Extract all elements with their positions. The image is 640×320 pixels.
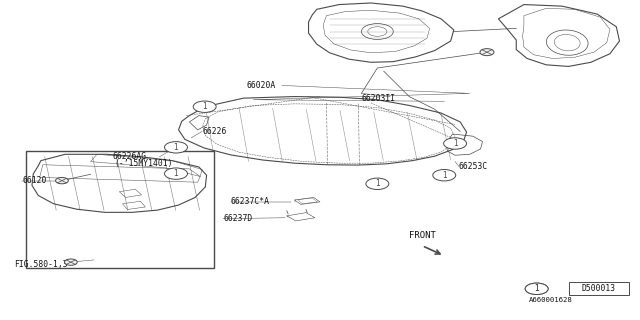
Text: D500013: D500013 — [582, 284, 616, 293]
Circle shape — [525, 283, 548, 294]
Circle shape — [193, 101, 216, 112]
Circle shape — [56, 178, 68, 184]
Circle shape — [169, 144, 183, 151]
Circle shape — [164, 168, 188, 179]
Circle shape — [448, 140, 462, 147]
Circle shape — [437, 172, 451, 179]
Circle shape — [65, 259, 77, 265]
Text: 66237D: 66237D — [223, 214, 252, 223]
Circle shape — [480, 49, 494, 56]
Text: 1: 1 — [452, 139, 458, 148]
Text: 66226AG: 66226AG — [113, 152, 147, 161]
Text: FIG.580-1,3: FIG.580-1,3 — [14, 260, 68, 268]
Circle shape — [366, 178, 389, 189]
Text: 1: 1 — [375, 179, 380, 188]
Circle shape — [444, 138, 467, 149]
Bar — [26, 151, 214, 268]
Text: A660001628: A660001628 — [529, 297, 573, 303]
Circle shape — [433, 170, 456, 181]
Circle shape — [169, 170, 183, 177]
Circle shape — [198, 103, 212, 110]
Text: 66237C*A: 66237C*A — [231, 197, 270, 206]
Text: 1: 1 — [202, 102, 207, 111]
Text: 66020A: 66020A — [246, 81, 276, 90]
Bar — [568, 283, 629, 295]
Text: (-’15MY1401): (-’15MY1401) — [115, 159, 173, 168]
Text: 66120: 66120 — [22, 176, 47, 185]
Text: FRONT: FRONT — [409, 231, 436, 240]
Circle shape — [371, 180, 385, 187]
Text: 1: 1 — [534, 284, 539, 293]
Circle shape — [525, 283, 548, 294]
Text: 66203II: 66203II — [362, 94, 396, 103]
Text: 1: 1 — [442, 171, 447, 180]
Text: 1: 1 — [534, 284, 539, 293]
Text: 1: 1 — [173, 143, 179, 152]
Text: 66253C: 66253C — [459, 162, 488, 171]
Circle shape — [164, 142, 188, 153]
Text: 66226: 66226 — [202, 127, 227, 136]
Text: 1: 1 — [173, 169, 179, 178]
